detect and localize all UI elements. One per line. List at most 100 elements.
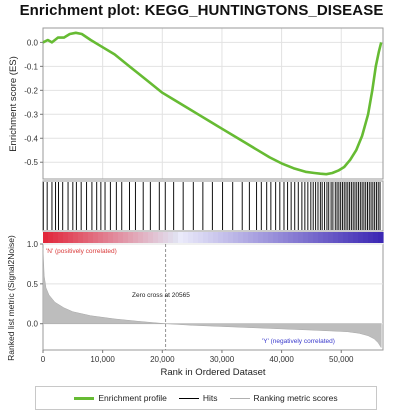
color-bar-segment [358,232,364,243]
color-bar-segment [128,232,134,243]
color-bar-segment [293,232,299,243]
x-tick-label: 30,000 [210,355,235,364]
x-tick-label: 10,000 [90,355,115,364]
ranking-panel-frame [42,243,384,351]
x-axis-label: Rank in Ordered Dataset [160,367,265,378]
color-bar-segment [373,232,379,243]
color-bar-segment [203,232,209,243]
negative-correlation-label: 'Y' (negatively correlated) [262,338,335,345]
color-bar-segment [133,232,139,243]
x-axis: 0 10,000 20,000 30,000 40,000 50,000 [41,350,354,364]
hits-panel-frame [42,180,384,232]
es-y-tick-label: -0.2 [24,86,38,95]
color-bar-segment [173,232,179,243]
color-bar-segment [208,232,214,243]
color-bar-segment [268,232,274,243]
color-bar-segment [308,232,314,243]
color-bar-segment [158,232,164,243]
color-bar-segment [323,232,329,243]
color-bar-segment [368,232,374,243]
color-bar-segment [343,232,349,243]
color-bar-segment [53,232,59,243]
color-bar-segment [283,232,289,243]
es-panel-frame [42,27,384,180]
color-bar-segment [258,232,264,243]
es-y-tick-label: -0.4 [24,134,38,143]
color-bar-segment [228,232,234,243]
color-bar-segment [298,232,304,243]
color-bar-segment [113,232,119,243]
color-bar-segment [83,232,89,243]
legend-swatch-enrichment [74,396,95,400]
color-bar-segment [163,232,169,243]
enrichment-profile-line [42,31,383,176]
legend-label-ranking: Ranking metric scores [253,393,338,403]
es-y-tick-label: -0.5 [24,158,38,167]
color-bar-segment [378,232,384,243]
color-bar-segment [148,232,154,243]
legend-label-hits: Hits [202,393,218,403]
x-tick-label: 0 [41,355,46,364]
es-y-tick-label: 0.0 [27,38,39,47]
color-bar-segment [253,232,259,243]
legend-item-enrichment: Enrichment profile [74,393,167,403]
hits-panel [42,182,381,230]
color-bar-segment [198,232,204,243]
es-gridlines [42,28,383,179]
color-bar-segment [188,232,194,243]
color-bar-segment [353,232,359,243]
ranking-y-tick-label: 0.5 [27,280,39,289]
ranking-y-axis-label: Ranked list metric (Signal2Noise) [6,235,16,361]
color-bar-segment [363,232,369,243]
color-bar-segment [183,232,189,243]
x-tick-label: 40,000 [269,355,294,364]
legend: Enrichment profile Hits Ranking metric s… [35,386,377,410]
color-bar-segment [93,232,99,243]
color-bar-segment [68,232,74,243]
color-bar-segment [118,232,124,243]
color-bar-segment [78,232,84,243]
color-bar-segment [303,232,309,243]
x-tick-label: 50,000 [329,355,354,364]
color-bar-segment [143,232,149,243]
color-bar-segment [153,232,159,243]
ranking-y-tick-label: 0.0 [27,320,39,329]
color-bar-segment [333,232,339,243]
color-bar-segment [73,232,79,243]
color-bar-segment [168,232,174,243]
color-bar-segment [328,232,334,243]
color-bar-segment [98,232,104,243]
color-bar-segment [43,232,49,243]
legend-swatch-ranking [229,397,250,399]
color-bar-segment [123,232,129,243]
color-bar-segment [288,232,294,243]
color-bar-segment [63,232,69,243]
es-y-tick-label: -0.1 [24,62,38,71]
color-bar-segment [278,232,284,243]
zero-cross-label: Zero cross at 20565 [132,292,190,299]
es-y-axis: 0.0 -0.1 -0.2 -0.3 -0.4 -0.5 [24,38,43,167]
color-bar-segment [238,232,244,243]
color-bar-segment [348,232,354,243]
positive-correlation-label: 'N' (positively correlated) [46,248,117,255]
color-bar-segment [273,232,279,243]
ranking-y-axis: 1.0 0.5 0.0 [27,240,43,329]
color-bar-segment [243,232,249,243]
color-bar-segment [248,232,254,243]
color-bar-segment [233,232,239,243]
color-bar-segment [88,232,94,243]
legend-swatch-hits [178,397,199,399]
correlation-color-bar [43,232,384,243]
legend-label-enrichment: Enrichment profile [98,393,167,403]
color-bar-segment [48,232,54,243]
es-y-tick-label: -0.3 [24,110,38,119]
legend-item-ranking: Ranking metric scores [229,393,338,403]
color-bar-segment [218,232,224,243]
color-bar-segment [108,232,114,243]
chart-title: Enrichment plot: KEGG_HUNTINGTONS_DISEAS… [19,2,384,19]
color-bar-segment [193,232,199,243]
color-bar-segment [263,232,269,243]
es-y-axis-label: Enrichment score (ES) [8,56,19,152]
color-bar-segment [318,232,324,243]
